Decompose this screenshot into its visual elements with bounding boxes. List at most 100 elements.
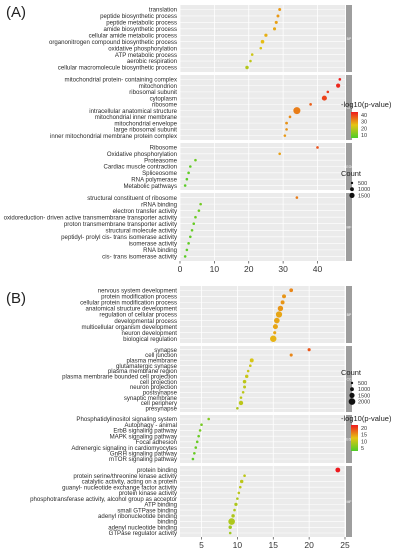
term-label: neuron development: [121, 330, 177, 337]
term-label: proton transmembrane transporter activit…: [64, 221, 178, 228]
data-point: [295, 196, 299, 199]
term-label: peptidyl- prolyl cis- trans isomerase ac…: [61, 234, 178, 241]
term-label: mitochondrial protein- containing comple…: [65, 77, 177, 84]
term-label: adenyl nucleotide binding: [108, 524, 177, 531]
data-point: [338, 78, 342, 81]
term-label: protein serine/threonine kinase activity: [73, 473, 178, 480]
term-label: Phosphatidylinositol signaling system: [76, 416, 177, 423]
data-point: [199, 202, 202, 206]
color-legend-title: -log10(p-value): [341, 414, 392, 423]
term-label: MAPK signaling pathway: [110, 433, 178, 440]
term-label: peptide metabolic process: [106, 20, 177, 27]
data-point: [278, 8, 282, 11]
size-legend-label: 500: [358, 181, 367, 187]
panel-a-label: (A): [6, 4, 26, 21]
term-label: peptide biosynthetic process: [100, 13, 177, 20]
color-legend-bar: [351, 112, 358, 138]
data-point: [207, 417, 210, 421]
panel-background: [180, 5, 345, 72]
term-label: cell junction: [145, 352, 177, 359]
data-point: [246, 369, 250, 373]
facet-strip: [346, 143, 352, 190]
data-point: [187, 242, 190, 245]
data-point: [288, 115, 292, 119]
facet-strip-label: BP: [347, 313, 352, 317]
data-point: [228, 531, 232, 535]
term-label: GTPase regulator activity: [109, 530, 178, 537]
color-legend-tick: 20: [361, 126, 367, 132]
term-label: mTOR signaling pathway: [109, 456, 178, 463]
data-point: [228, 518, 235, 525]
color-legend-tick: 20: [361, 426, 367, 432]
data-point: [273, 331, 277, 335]
term-label: multicellular organism development: [81, 324, 177, 331]
term-label: cellular amide metabolic process: [89, 32, 177, 39]
color-legend-bar: [351, 425, 358, 451]
color-legend-tick: 15: [361, 433, 367, 439]
term-label: cellular macromolecule biosynthetic proc…: [58, 65, 177, 72]
term-label: developmental process: [114, 318, 177, 325]
data-point: [242, 379, 247, 384]
size-legend-label: 2000: [358, 400, 370, 406]
term-label: binding: [157, 519, 177, 526]
facet-strip: [346, 75, 352, 140]
data-point: [239, 396, 243, 399]
x-tick-label: 20: [304, 540, 314, 550]
term-label: oxidoreduction- driven active transmembr…: [4, 214, 178, 221]
data-point: [264, 33, 268, 37]
term-label: nervous system development: [98, 287, 178, 294]
data-point: [260, 39, 265, 44]
term-label: regulation of cellular process: [99, 312, 177, 319]
data-point: [307, 348, 311, 352]
term-label: RNA polymerase: [131, 176, 177, 183]
facet-strip: [346, 286, 352, 343]
data-point: [183, 255, 187, 258]
data-point: [237, 491, 241, 495]
data-point: [274, 20, 278, 24]
term-label: organonitrogen compound biosynthetic pro…: [49, 39, 177, 46]
data-point: [250, 53, 254, 56]
term-label: intracellular anatomical structure: [89, 108, 177, 115]
color-legend-tick: 10: [361, 133, 367, 139]
term-label: mitochondrial inner membrane: [95, 114, 178, 121]
term-label: anatomical structure development: [86, 306, 178, 313]
term-label: inner mitochondrial membrane protein com…: [50, 133, 177, 140]
term-label: Adrenergic signaling in cardiomyocytes: [71, 445, 177, 452]
term-label: adenyl ribonucleotide binding: [98, 513, 177, 520]
data-point: [193, 451, 196, 455]
data-point: [190, 228, 194, 232]
term-label: plasma membrane: [127, 358, 178, 365]
data-point: [276, 14, 280, 18]
facet-strip-label: MF: [346, 500, 351, 504]
data-point: [200, 423, 203, 427]
data-point: [309, 103, 312, 106]
facet-strip: [346, 415, 352, 463]
term-label: biological regulation: [123, 336, 177, 343]
data-point: [316, 146, 319, 149]
data-point: [241, 391, 245, 394]
x-tick-label: 20: [244, 264, 254, 274]
data-point: [285, 128, 288, 131]
panel-background: [180, 346, 345, 412]
term-label: Oxidative phosphorylation: [107, 151, 177, 158]
facet-strip: [346, 346, 352, 412]
data-point: [245, 65, 249, 70]
panel-background: [180, 466, 345, 537]
data-point: [249, 364, 252, 367]
data-point: [185, 177, 189, 181]
term-label: cellular protein modification process: [80, 300, 177, 307]
x-tick-label: 40: [313, 264, 323, 274]
term-label: protein kinase activity: [119, 490, 178, 497]
data-point: [321, 95, 327, 101]
data-point: [238, 485, 242, 489]
data-point: [238, 400, 244, 406]
term-label: Autophagy - animal: [124, 422, 177, 429]
term-label: structural molecule activity: [106, 227, 178, 234]
data-point: [194, 215, 197, 219]
x-tick-label: 30: [278, 264, 288, 274]
panel-b-label: (B): [6, 290, 26, 307]
data-point: [243, 474, 246, 478]
term-label: Spliceosome: [142, 170, 177, 177]
term-label: small GTPase binding: [117, 507, 177, 514]
data-point: [195, 440, 199, 444]
